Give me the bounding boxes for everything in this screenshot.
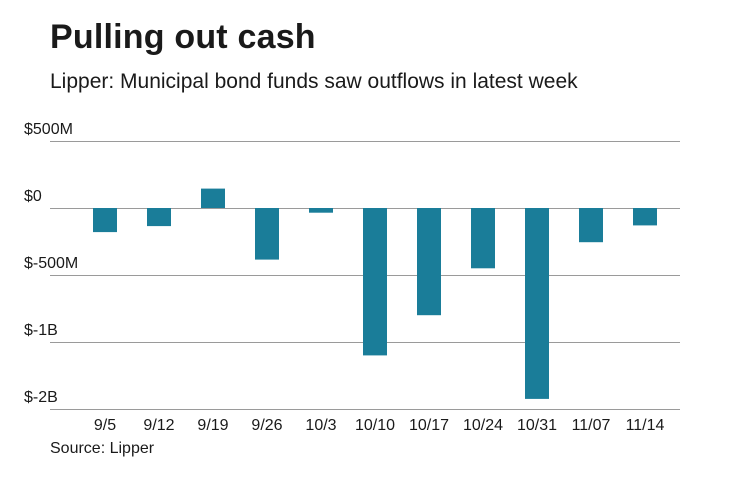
- bar-11-14: [633, 208, 657, 226]
- y-tick-label: $-1B: [24, 322, 58, 339]
- y-tick-label: $0: [24, 188, 42, 205]
- x-tick-label: 10/3: [305, 417, 336, 434]
- y-tick-label: $-500M: [24, 255, 78, 272]
- x-tick-label: 9/26: [251, 417, 282, 434]
- chart-title: Pulling out cash: [50, 18, 316, 56]
- bar-9-19: [201, 188, 225, 208]
- x-tick-label: 9/19: [197, 417, 228, 434]
- bar-10-3: [309, 208, 333, 213]
- x-tick-label: 9/12: [143, 417, 174, 434]
- x-tick-label: 10/10: [355, 417, 395, 434]
- x-axis-labels: 9/5 9/12 9/19 9/26 10/3 10/10 10/17 10/24 10/31 1…: [94, 417, 665, 434]
- y-axis-labels: $500M $0 $-500M $-1B $-2B: [24, 121, 78, 406]
- y-tick-label: $500M: [24, 121, 73, 138]
- y-tick-label: $-2B: [24, 389, 58, 406]
- bar-9-5: [93, 208, 117, 233]
- bar-9-26: [255, 208, 279, 260]
- bar-10-17: [417, 208, 441, 316]
- bar-10-10: [363, 208, 387, 356]
- bar-10-24: [471, 208, 495, 269]
- source-note: Source: Lipper: [50, 440, 155, 457]
- x-tick-label: 11/14: [626, 417, 665, 434]
- bar-10-31: [525, 208, 549, 399]
- x-tick-label: 11/07: [572, 417, 611, 434]
- x-tick-label: 10/17: [409, 417, 449, 434]
- bar-11-07: [579, 208, 603, 243]
- x-tick-label: 10/31: [517, 417, 557, 434]
- bars: [93, 188, 657, 399]
- x-tick-label: 10/24: [463, 417, 503, 434]
- chart-subtitle: Lipper: Municipal bond funds saw outflow…: [50, 70, 578, 93]
- bar-9-12: [147, 208, 171, 227]
- x-tick-label: 9/5: [94, 417, 116, 434]
